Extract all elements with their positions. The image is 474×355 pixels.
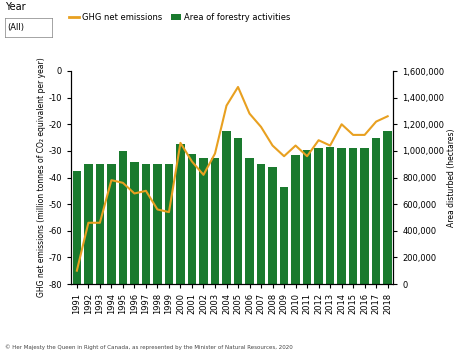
Bar — [84, 164, 93, 284]
Bar — [130, 162, 139, 284]
Bar — [337, 148, 346, 284]
Bar — [188, 153, 196, 284]
Bar — [314, 148, 323, 284]
Bar — [326, 147, 335, 284]
Bar — [176, 144, 185, 284]
Bar — [245, 158, 254, 284]
Legend: GHG net emissions, Area of forestry activities: GHG net emissions, Area of forestry acti… — [66, 10, 294, 25]
Bar — [222, 131, 231, 284]
Bar — [280, 187, 288, 284]
Y-axis label: Area disturbed (hectares): Area disturbed (hectares) — [447, 128, 456, 227]
Y-axis label: GHG net emissions (million tonnes of CO₂ equivalent per year): GHG net emissions (million tonnes of CO₂… — [36, 58, 46, 297]
Bar — [349, 148, 357, 284]
Text: © Her Majesty the Queen in Right of Canada, as represented by the Minister of Na: © Her Majesty the Queen in Right of Cana… — [5, 344, 292, 350]
Bar — [383, 131, 392, 284]
Bar — [153, 164, 162, 284]
Bar — [107, 164, 116, 284]
Bar — [96, 164, 104, 284]
Bar — [372, 137, 381, 284]
Bar — [118, 151, 127, 284]
Bar — [210, 158, 219, 284]
Bar — [257, 164, 265, 284]
Bar — [164, 164, 173, 284]
Bar — [199, 158, 208, 284]
Bar — [291, 155, 300, 284]
Bar — [360, 148, 369, 284]
Bar — [73, 171, 81, 284]
Text: Year: Year — [5, 2, 26, 12]
Bar — [303, 149, 311, 284]
Bar — [268, 167, 277, 284]
Bar — [142, 164, 150, 284]
Bar — [234, 137, 242, 284]
Text: (All): (All) — [7, 23, 24, 32]
